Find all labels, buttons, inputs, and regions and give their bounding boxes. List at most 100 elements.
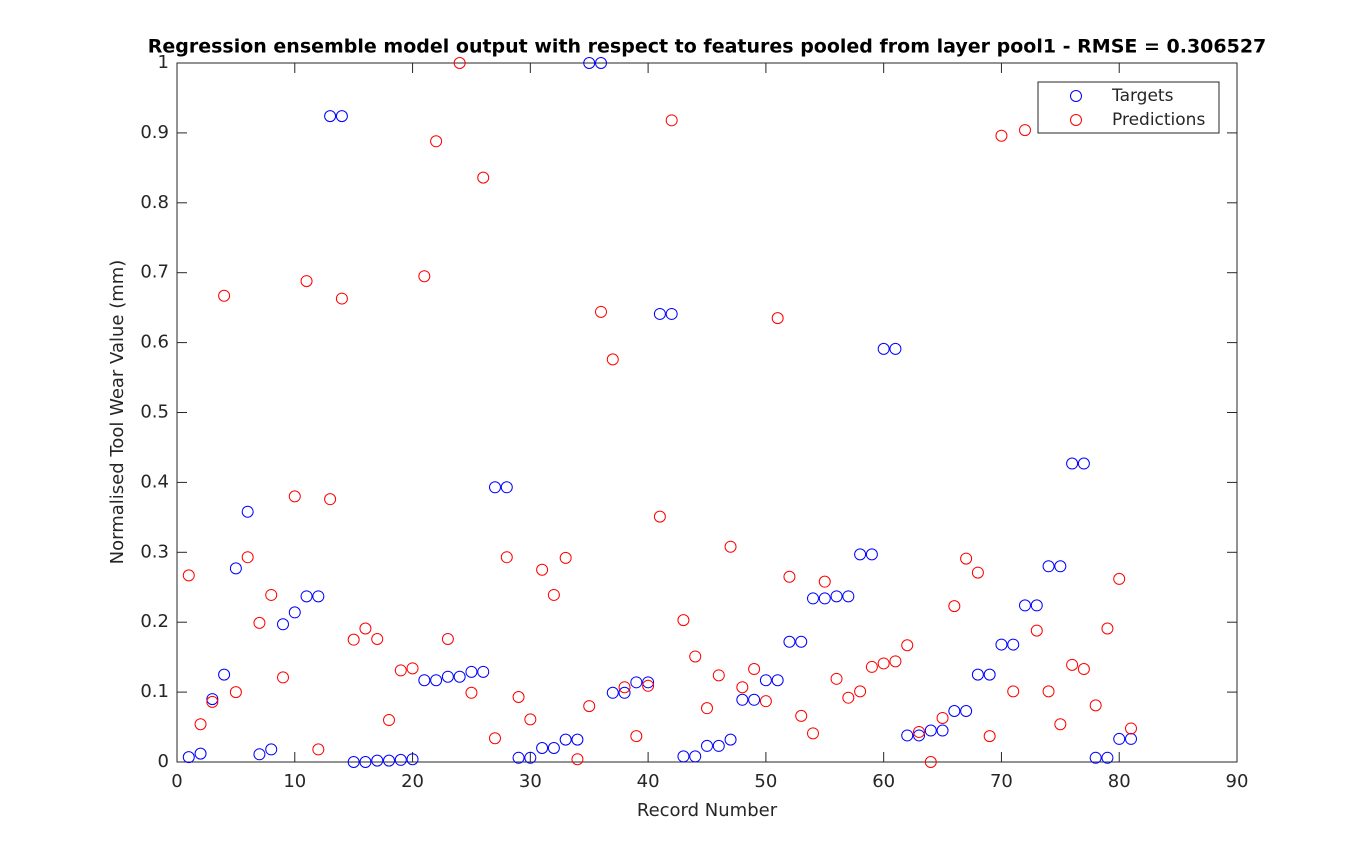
point: [218, 668, 231, 681]
point: [913, 729, 925, 742]
point: [394, 664, 407, 677]
legend-box: [1037, 81, 1220, 134]
point: [889, 655, 902, 668]
point: [524, 713, 537, 726]
point: [830, 590, 843, 603]
point: [512, 690, 525, 703]
point: [795, 635, 808, 648]
point: [371, 632, 384, 645]
point: [653, 307, 666, 320]
point: [736, 681, 749, 694]
point: [689, 750, 702, 763]
point: [865, 660, 878, 673]
point: [465, 686, 478, 699]
y-tick-label: 0.9: [140, 122, 169, 143]
x-tick-label: 40: [637, 771, 660, 792]
point: [948, 600, 961, 613]
point: [300, 590, 313, 603]
x-tick-label: 20: [401, 771, 424, 792]
x-tick-label: 0: [171, 771, 182, 792]
point: [418, 674, 431, 687]
point: [924, 724, 937, 737]
point: [712, 739, 725, 752]
point: [500, 551, 513, 564]
point: [182, 751, 195, 764]
point: [748, 663, 761, 676]
point: [489, 481, 501, 494]
point: [406, 753, 419, 766]
point: [877, 657, 890, 670]
y-tick-label: 0.2: [140, 611, 169, 632]
point: [300, 275, 313, 288]
point: [229, 686, 242, 699]
point: [595, 57, 607, 69]
axes-box: [176, 62, 1238, 763]
point: [995, 129, 1008, 142]
chart-title: Regression ensemble model output with re…: [148, 36, 1267, 58]
point: [983, 730, 996, 743]
point: [547, 742, 560, 755]
point: [547, 588, 560, 601]
point: [724, 733, 737, 746]
point: [206, 695, 219, 708]
point: [359, 756, 372, 768]
point: [1007, 638, 1020, 651]
point: [818, 575, 831, 588]
point: [653, 510, 666, 523]
point: [441, 632, 454, 645]
point: [1019, 124, 1031, 137]
point: [818, 592, 831, 605]
point: [512, 751, 525, 764]
point: [335, 292, 348, 305]
point: [960, 704, 973, 717]
point: [630, 730, 643, 743]
y-tick-label: 0.1: [140, 681, 169, 702]
point: [1077, 663, 1090, 676]
point: [677, 750, 690, 763]
point: [253, 616, 266, 629]
point: [1077, 457, 1090, 470]
point: [583, 57, 596, 69]
point: [324, 493, 337, 506]
point: [1066, 457, 1079, 470]
point: [889, 342, 902, 355]
point: [583, 700, 596, 713]
y-tick-label: 0.5: [140, 402, 169, 423]
point: [477, 171, 490, 184]
point: [783, 635, 796, 648]
point: [771, 312, 784, 325]
y-tick-label: 0.4: [140, 471, 169, 492]
point: [406, 662, 419, 675]
x-tick-label: 10: [283, 771, 306, 792]
point: [936, 724, 949, 737]
x-axis-label: Record Number: [637, 800, 778, 821]
point: [865, 548, 878, 561]
point: [995, 638, 1008, 651]
point: [441, 670, 454, 683]
point: [960, 552, 973, 565]
point: [913, 725, 925, 738]
point: [948, 704, 961, 717]
point: [1054, 718, 1067, 731]
point: [795, 709, 808, 722]
legend-marker: [1070, 90, 1082, 102]
y-tick-label: 0: [158, 751, 169, 772]
x-tick-label: 70: [990, 771, 1013, 792]
point: [312, 590, 325, 603]
point: [241, 551, 254, 564]
point: [194, 747, 207, 760]
point: [1019, 599, 1031, 612]
point: [1125, 732, 1137, 745]
point: [559, 551, 572, 564]
y-tick-label: 0.6: [140, 332, 169, 353]
point: [877, 342, 890, 355]
x-tick-label: 60: [872, 771, 895, 792]
point: [359, 622, 372, 635]
point: [229, 562, 242, 575]
point: [936, 711, 949, 724]
point: [265, 743, 278, 756]
point: [712, 669, 725, 682]
y-tick-label: 0.3: [140, 541, 169, 562]
